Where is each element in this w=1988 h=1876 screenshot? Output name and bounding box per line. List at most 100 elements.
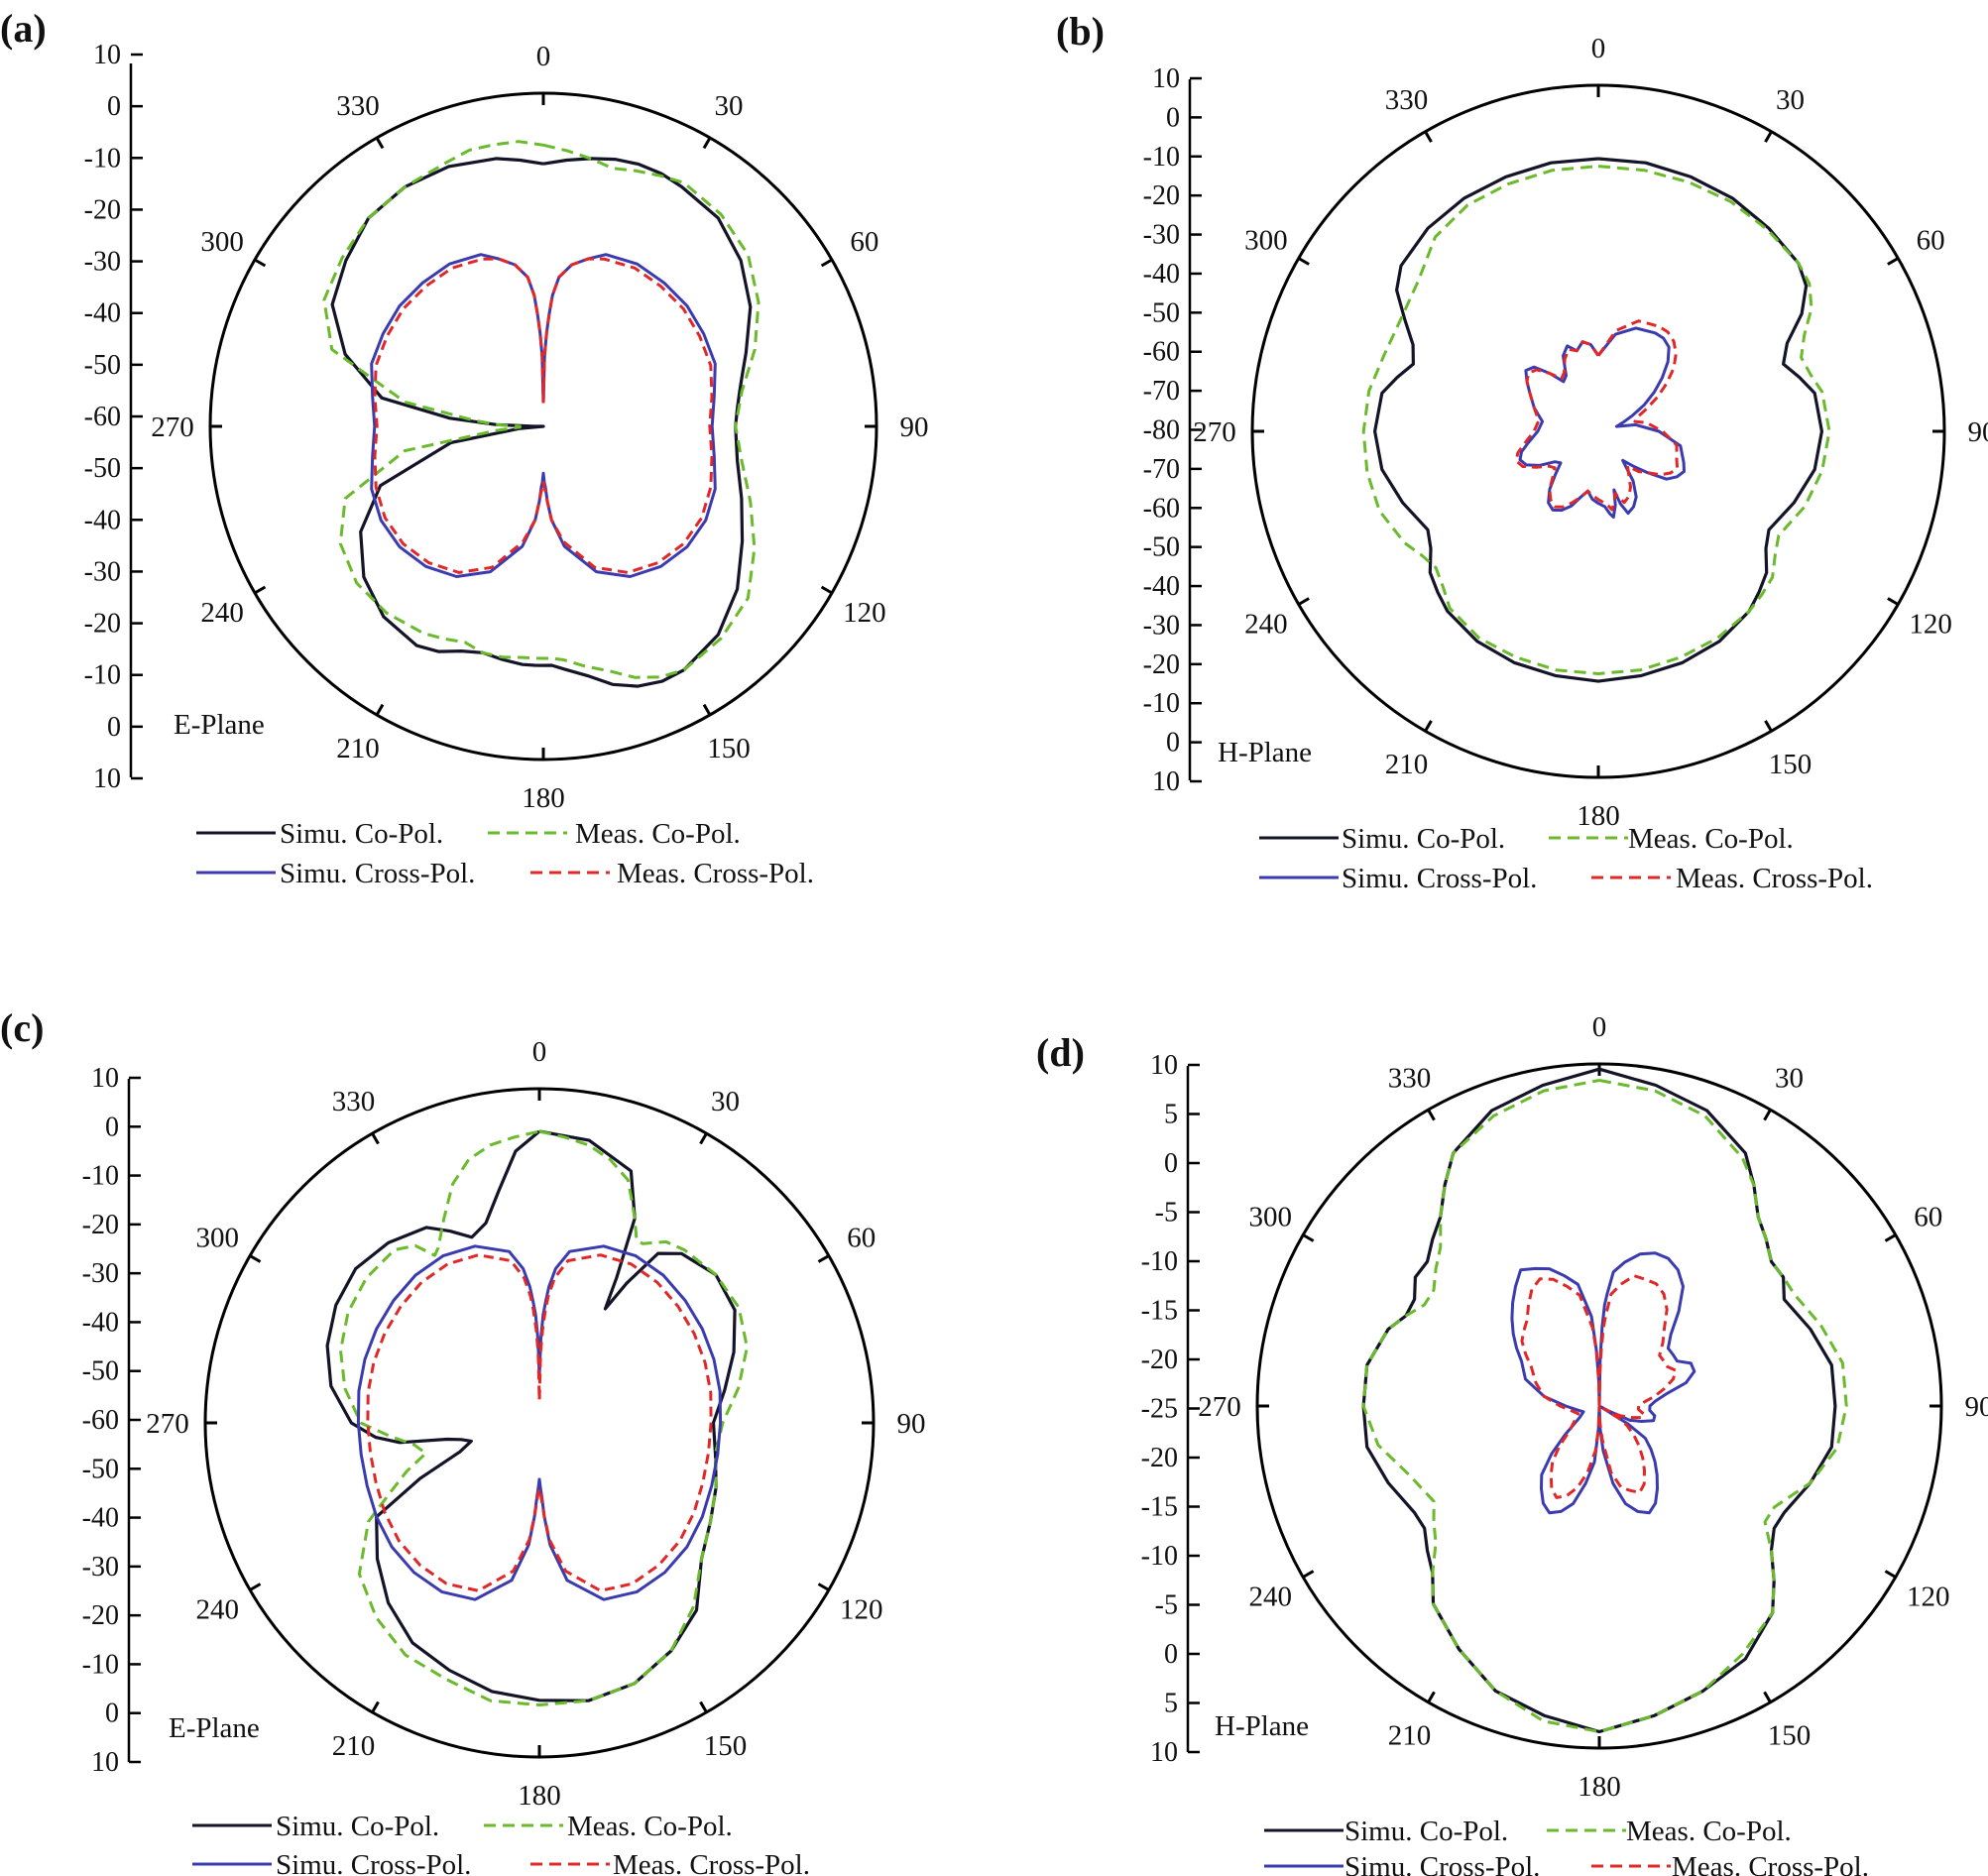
angle-label: 270 [151,411,194,443]
angle-label: 240 [1244,609,1288,641]
series-meas-cross [366,1253,713,1592]
angle-tick-mark [1302,1233,1315,1242]
angle-tick-mark [1763,1691,1772,1703]
radial-tick-label: -40 [84,298,121,329]
angle-label: 0 [536,41,551,72]
angle-tick-mark [702,703,712,716]
radial-tick-label: -15 [1141,1492,1178,1523]
angle-label: 30 [1776,84,1805,116]
radial-tick-label: -50 [84,453,121,484]
pattern-curves [1361,1067,1848,1734]
radial-tick-label: -50 [82,1454,119,1484]
radial-tick-label: -40 [1143,259,1180,290]
angle-label: 150 [707,733,751,764]
angle-tick-mark [817,1254,830,1263]
angle-label: 0 [1591,33,1606,64]
radial-tick-label: 0 [107,91,121,122]
panel-label: (a) [0,6,47,51]
angle-tick-mark [702,137,712,150]
plane-label: E-Plane [169,1712,260,1744]
radial-tick-label: 5 [1164,1100,1178,1130]
angle-label: 120 [843,597,886,629]
radial-tick-label: -50 [1143,297,1180,328]
angle-labels: 0 30 60 90 120 150 180 210 240 270 300 330 [146,1036,925,1812]
radial-tick-label: -20 [1141,1345,1178,1375]
angle-tick-mark [1427,1691,1436,1703]
radial-tick-label: 0 [1164,1148,1178,1179]
angle-tick-mark [1427,1109,1436,1121]
radial-tick-label: -60 [82,1405,119,1436]
radial-tick-label: -20 [84,609,121,640]
angle-tick-mark [1764,720,1773,732]
radial-tick-label: -30 [82,1258,119,1289]
angle-label: 330 [1388,1062,1432,1094]
angle-tick-mark [371,1700,380,1713]
radial-tick-label: -30 [1143,220,1180,251]
polar-panel-c: (c) 10 0 -10 -20 -30 -40 -50 -60 -50 -40 -30 -20 -10… [0,1005,926,1812]
angle-label: 270 [1198,1391,1241,1423]
plane-label: E-Plane [174,709,265,741]
legend-label-sim-cross: Simu. Cross-Pol. [1345,1851,1540,1876]
radial-tick-label: -10 [84,143,121,174]
radial-tick-label: 10 [1150,1737,1178,1768]
angle-label: 180 [1577,800,1620,832]
radial-tick-label: -50 [1143,532,1180,563]
angle-label: 90 [897,1408,926,1440]
angle-label: 210 [332,1730,376,1762]
radial-axis-ticks: 10 0 -10 -20 -30 -40 -50 -60 -70 -80 -70 -60 -50 -40 -… [1143,63,1202,797]
angle-tick-mark [375,703,385,716]
polar-panel-b: (b) 10 0 -10 -20 -30 -40 -50 -60 -70 -80 -70 -60 -50… [1056,9,1988,832]
legend-c: Simu. Co-Pol. Meas. Co-Pol. Simu. Cross-… [192,1811,810,1876]
legend-label-meas-co: Meas. Co-Pol. [1626,1816,1792,1847]
angle-label: 330 [1385,84,1429,116]
panel-label: (b) [1056,9,1105,54]
radial-tick-label: 5 [1164,1689,1178,1719]
radial-axis-ticks: 10 0 -10 -20 -30 -40 -50 -60 -50 -40 -30 -20 -10 0 10 [82,1063,141,1778]
angle-label: 150 [704,1730,748,1762]
series-sim-co [330,157,753,688]
angle-tick-mark [699,1132,708,1145]
series-meas-cross [1514,319,1680,512]
radial-tick-label: -10 [84,660,121,691]
angle-labels: 0 30 60 90 120 150 180 210 240 270 300 330 [1193,33,1988,832]
angle-label: 270 [146,1408,189,1440]
angle-ticks [205,1089,874,1757]
radial-tick-label: -50 [84,350,121,381]
angle-label: 0 [1592,1011,1607,1043]
pattern-curves [1361,157,1831,683]
polar-panel-d: (d) 10 5 0 -5 -10 -15 -20 -25 -20 -15 -10 -5 0 5 10 0 3… [1036,1011,1988,1803]
angle-label: 30 [711,1086,740,1117]
legend-label-meas-co: Meas. Co-Pol. [1628,823,1794,855]
angle-label: 60 [1914,1202,1942,1233]
legend-a: Simu. Co-Pol. Meas. Co-Pol. Simu. Cross-… [196,818,814,889]
radial-tick-label: 10 [91,1747,119,1778]
radial-tick-label: -15 [1141,1296,1178,1327]
angle-label: 150 [1768,1720,1812,1752]
legend-label-meas-cross: Meas. Cross-Pol. [1676,863,1873,894]
radial-tick-label: -10 [1141,1541,1178,1572]
angle-label: 180 [522,782,565,814]
radial-tick-label: -40 [1143,571,1180,602]
angle-label: 180 [1578,1771,1621,1803]
radial-tick-label: -10 [1143,688,1180,719]
radial-tick-label: 10 [1152,63,1180,94]
polar-outline [203,1087,876,1759]
legend-label-meas-co: Meas. Co-Pol. [567,1811,733,1842]
angle-label: 30 [715,90,744,122]
radial-tick-label: -20 [82,1210,119,1240]
angle-label: 0 [532,1036,547,1068]
radial-tick-label: 10 [93,763,121,794]
angle-tick-mark [249,1583,262,1591]
legend-label-sim-co: Simu. Co-Pol. [276,1811,439,1842]
angle-ticks [210,93,877,760]
radial-tick-label: -10 [82,1161,119,1192]
angle-tick-mark [1424,720,1433,732]
radial-tick-label: -60 [1143,337,1180,368]
legend-b: Simu. Co-Pol. Meas. Co-Pol. Simu. Cross-… [1259,823,1873,894]
radial-tick-label: -70 [1143,376,1180,407]
series-sim-co [1373,157,1823,683]
radial-tick-label: -30 [82,1552,119,1583]
angle-tick-mark [1763,1109,1772,1121]
angle-labels: 0 30 60 90 120 150 180 210 240 270 300 330 [1198,1011,1988,1803]
radial-tick-label: -10 [82,1649,119,1680]
